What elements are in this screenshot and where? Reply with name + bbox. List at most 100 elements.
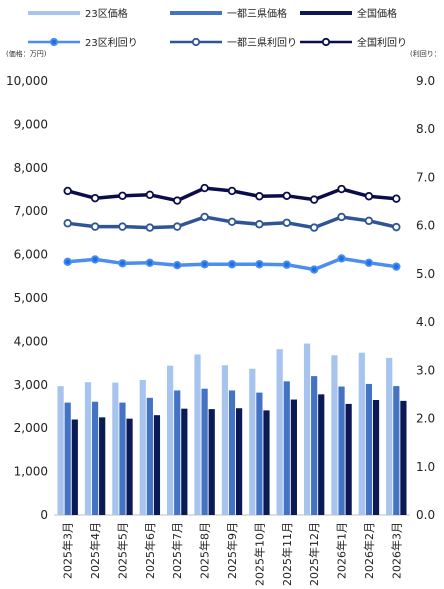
line-point bbox=[337, 212, 346, 222]
line-point bbox=[255, 220, 264, 229]
legend: 23区価格 一都三県価格 全国価格 23区利回り 一都三県利回り 全国利回り bbox=[28, 7, 407, 49]
x-tick-label: 2025年6月 bbox=[143, 522, 157, 579]
line-point bbox=[63, 186, 72, 196]
right-axis: 0.0 1.0 2.0 3.0 4.0 5.0 6.0 7.0 8.0 9.0 bbox=[416, 74, 435, 522]
right-tick-label: 2.0 bbox=[416, 412, 435, 426]
line-point bbox=[309, 223, 319, 232]
line-point bbox=[282, 191, 291, 200]
bar bbox=[153, 415, 161, 515]
right-tick-label: 0.0 bbox=[416, 508, 435, 522]
bar bbox=[303, 343, 311, 515]
left-tick-label: 10,000 bbox=[6, 74, 48, 88]
bar bbox=[365, 383, 373, 515]
bar bbox=[201, 388, 208, 515]
bar bbox=[167, 365, 174, 515]
left-axis-unit: (価格：万円) bbox=[6, 49, 47, 58]
bar bbox=[57, 386, 64, 515]
line-point bbox=[173, 196, 182, 205]
x-tick-label: 2025年8月 bbox=[198, 522, 212, 579]
bar bbox=[112, 382, 119, 515]
line-point bbox=[145, 190, 155, 200]
x-tick-label: 2026年3月 bbox=[389, 522, 403, 579]
line-point bbox=[200, 212, 209, 222]
line-point bbox=[118, 191, 127, 200]
x-tick-label: 2026年1月 bbox=[335, 522, 349, 579]
bar bbox=[146, 397, 153, 515]
legend-marker bbox=[191, 37, 201, 47]
bar bbox=[84, 382, 92, 515]
bar bbox=[358, 352, 365, 515]
left-tick-label: 5,000 bbox=[14, 291, 48, 305]
line-point bbox=[90, 222, 100, 231]
right-tick-label: 1.0 bbox=[416, 460, 435, 474]
line-point bbox=[227, 186, 237, 196]
x-axis-labels: 2025年3月 2025年4月 2025年5月 2025年6月 2025年7月 2025年… bbox=[61, 522, 404, 586]
bar bbox=[338, 386, 345, 515]
line-point bbox=[392, 222, 401, 232]
left-tick-label: 6,000 bbox=[14, 248, 48, 262]
legend-marker bbox=[49, 37, 59, 47]
line-point bbox=[200, 260, 209, 269]
line-point bbox=[309, 195, 319, 204]
line-point bbox=[255, 192, 264, 201]
legend-marker bbox=[321, 37, 331, 47]
legend-label: 23区価格 bbox=[85, 7, 128, 20]
line-point bbox=[63, 219, 72, 228]
bar bbox=[393, 386, 400, 515]
bar bbox=[64, 402, 71, 515]
right-tick-label: 4.0 bbox=[416, 315, 435, 329]
bar bbox=[331, 355, 338, 515]
line-point bbox=[364, 216, 374, 226]
right-tick-label: 9.0 bbox=[416, 74, 435, 88]
bar bbox=[228, 390, 236, 515]
bar-series-group bbox=[57, 343, 407, 515]
right-tick-label: 5.0 bbox=[416, 267, 435, 281]
line-point bbox=[392, 262, 401, 271]
legend-swatch bbox=[28, 11, 80, 15]
bar bbox=[174, 390, 181, 515]
right-tick-label: 8.0 bbox=[416, 122, 435, 136]
line-series-group bbox=[63, 183, 401, 274]
bar bbox=[221, 365, 228, 515]
line-point bbox=[173, 261, 182, 270]
line-point bbox=[337, 254, 346, 263]
left-tick-label: 7,000 bbox=[14, 204, 48, 218]
line-point bbox=[309, 265, 319, 274]
line-point bbox=[392, 194, 401, 203]
bar bbox=[119, 402, 126, 515]
right-axis-unit: (利回り： bbox=[410, 49, 441, 58]
bar bbox=[91, 401, 99, 515]
line-point bbox=[337, 184, 346, 194]
bar bbox=[345, 403, 352, 515]
x-tick-label: 2025年10月 bbox=[252, 522, 266, 586]
right-tick-label: 6.0 bbox=[416, 219, 435, 233]
bar bbox=[283, 381, 290, 515]
left-tick-label: 2,000 bbox=[14, 421, 48, 435]
legend-label: 23区利回り bbox=[85, 37, 138, 49]
bar bbox=[236, 408, 243, 515]
bar bbox=[181, 408, 188, 515]
line-point bbox=[364, 192, 374, 201]
bar bbox=[386, 357, 393, 515]
legend-label: 全国利回り bbox=[357, 36, 407, 49]
line-point bbox=[282, 260, 291, 269]
x-tick-label: 2025年9月 bbox=[225, 522, 239, 579]
bar bbox=[372, 399, 380, 515]
bar bbox=[71, 419, 78, 515]
x-tick-label: 2025年5月 bbox=[116, 522, 130, 579]
bar bbox=[311, 376, 318, 515]
line-point bbox=[90, 255, 100, 264]
left-tick-label: 0 bbox=[40, 508, 48, 522]
bar bbox=[126, 418, 133, 515]
x-tick-label: 2025年11月 bbox=[280, 522, 294, 586]
x-tick-label: 2025年12月 bbox=[307, 522, 321, 586]
x-tick-label: 2025年3月 bbox=[61, 522, 75, 579]
bar bbox=[290, 399, 297, 515]
legend-label: 一都三県利回り bbox=[227, 37, 297, 49]
bar bbox=[194, 354, 201, 515]
left-tick-label: 3,000 bbox=[14, 378, 48, 392]
line-point bbox=[227, 217, 237, 227]
bar bbox=[318, 394, 325, 515]
line-point bbox=[145, 223, 155, 232]
